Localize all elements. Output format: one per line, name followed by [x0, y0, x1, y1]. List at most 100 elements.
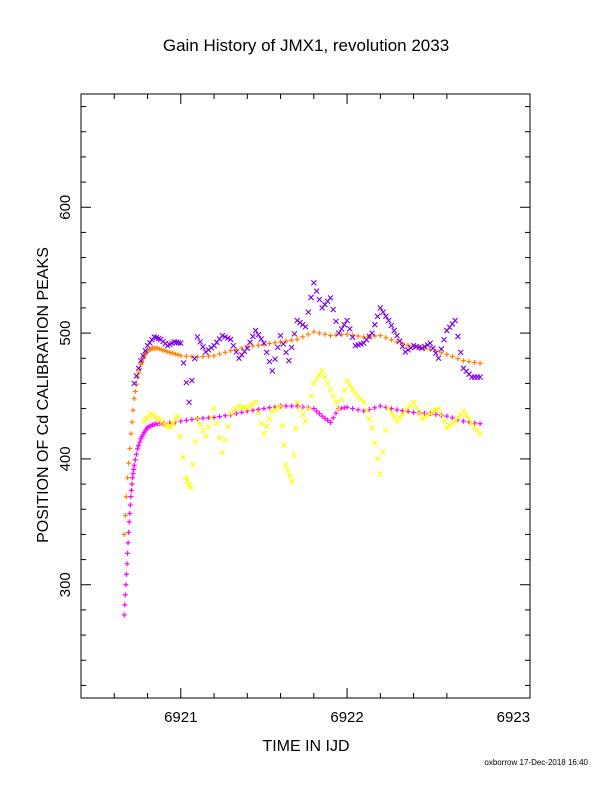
data-point	[377, 471, 384, 477]
data-point	[477, 374, 484, 381]
data-point	[255, 331, 262, 338]
data-point	[452, 317, 459, 324]
data-point	[175, 352, 181, 358]
data-point	[349, 386, 356, 393]
data-point	[460, 358, 466, 364]
data-point	[167, 424, 174, 431]
series-0	[121, 329, 483, 537]
data-point	[122, 513, 128, 519]
data-point	[382, 313, 389, 320]
data-point	[216, 435, 223, 441]
data-point	[161, 348, 167, 354]
data-point	[282, 462, 289, 469]
data-point	[346, 382, 353, 388]
data-point	[385, 405, 392, 412]
data-point	[444, 351, 450, 357]
data-point	[302, 323, 309, 330]
data-point	[225, 423, 231, 430]
data-point	[258, 336, 265, 342]
x-tick-label: 6921	[164, 709, 197, 726]
data-point	[316, 296, 323, 303]
data-point	[369, 330, 375, 336]
data-point	[344, 317, 350, 324]
data-point	[252, 399, 259, 406]
data-point	[200, 354, 206, 360]
data-point	[441, 418, 447, 425]
data-point	[287, 473, 293, 480]
data-point	[283, 349, 289, 356]
data-point	[255, 342, 261, 348]
data-point	[186, 481, 192, 488]
data-point	[122, 602, 128, 608]
data-point	[460, 408, 467, 414]
data-point	[380, 449, 386, 456]
data-point	[283, 338, 289, 344]
data-point	[289, 403, 295, 409]
data-point	[327, 294, 334, 301]
data-point	[133, 451, 139, 457]
data-point	[377, 305, 384, 311]
data-point	[413, 404, 420, 411]
data-point	[460, 418, 466, 424]
data-point	[217, 351, 223, 357]
data-point	[341, 387, 348, 394]
plot-frame	[80, 93, 531, 699]
data-point	[292, 425, 299, 432]
data-point	[123, 494, 129, 500]
data-point	[391, 414, 398, 420]
data-point	[219, 449, 226, 456]
data-point	[441, 336, 447, 343]
data-point	[330, 393, 337, 399]
data-point	[211, 405, 217, 412]
data-point	[208, 414, 215, 421]
data-point	[449, 415, 455, 421]
y-tick-label: 400	[57, 446, 74, 471]
data-point	[197, 421, 204, 428]
data-point	[279, 422, 286, 429]
data-point	[311, 329, 317, 335]
data-points	[121, 279, 484, 618]
data-point	[430, 345, 436, 352]
data-point	[335, 405, 342, 412]
data-point	[349, 334, 356, 341]
data-point	[330, 415, 336, 421]
data-point	[319, 367, 326, 374]
data-point	[217, 414, 223, 420]
data-point	[294, 403, 300, 409]
data-point	[430, 409, 436, 415]
data-point	[435, 405, 442, 412]
data-point	[449, 354, 455, 360]
data-point	[305, 309, 312, 316]
y-tick-label: 500	[57, 321, 74, 346]
data-point	[355, 333, 361, 339]
data-point	[363, 407, 370, 414]
data-point	[121, 531, 127, 537]
data-point	[131, 380, 138, 387]
data-point	[369, 424, 375, 431]
data-point	[432, 350, 439, 357]
data-point	[123, 582, 129, 588]
data-point	[472, 359, 478, 365]
data-point	[169, 350, 175, 356]
data-point	[388, 406, 394, 412]
data-point	[377, 333, 383, 339]
data-point	[299, 411, 306, 418]
data-point	[255, 409, 262, 416]
data-point	[130, 475, 136, 481]
data-point	[135, 365, 142, 372]
data-point	[366, 416, 373, 422]
data-point	[126, 529, 132, 535]
data-point	[438, 350, 444, 356]
data-point	[177, 340, 184, 347]
data-point	[130, 471, 136, 477]
data-point	[192, 438, 199, 445]
data-point	[322, 374, 328, 381]
data-point	[180, 454, 186, 461]
data-point	[371, 440, 378, 446]
data-point	[455, 333, 461, 340]
data-point	[288, 344, 295, 351]
data-point	[126, 519, 132, 525]
data-point	[269, 367, 276, 374]
data-point	[127, 502, 133, 508]
